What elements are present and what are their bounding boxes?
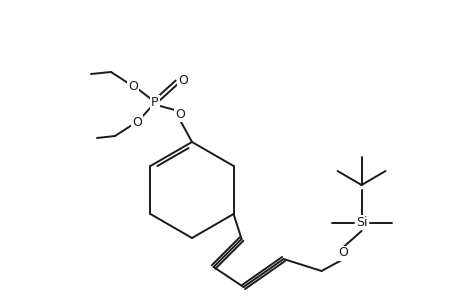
Text: O: O — [175, 107, 185, 121]
Text: P: P — [151, 95, 158, 109]
Text: Si: Si — [355, 217, 367, 230]
Text: O: O — [178, 74, 188, 86]
Text: O: O — [338, 247, 348, 260]
Text: O: O — [128, 80, 138, 92]
Text: O: O — [132, 116, 142, 128]
